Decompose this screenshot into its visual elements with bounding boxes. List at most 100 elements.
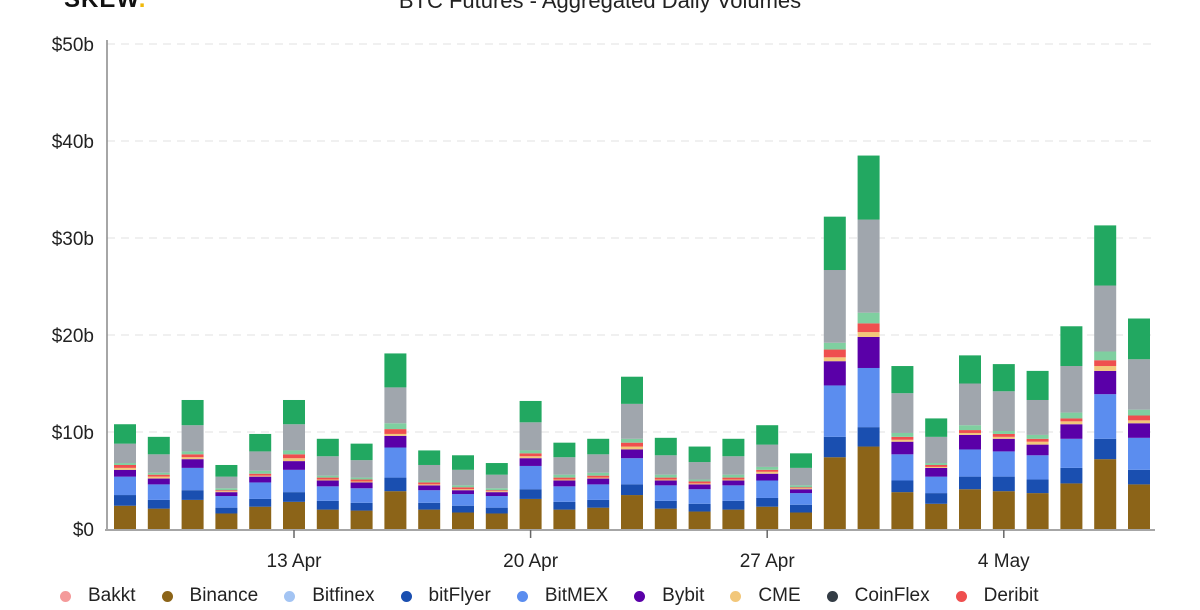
legend-item-cme[interactable]: CME bbox=[730, 585, 801, 607]
bar-segment-cme bbox=[1026, 441, 1049, 445]
legend-item-bitflyer[interactable]: bitFlyer bbox=[400, 585, 491, 607]
legend-marker-icon bbox=[284, 590, 296, 602]
bar-segment bbox=[722, 438, 745, 457]
bar-segment bbox=[891, 366, 914, 394]
bar-segment-cme bbox=[621, 446, 643, 450]
bar-segment bbox=[823, 270, 846, 343]
bar-segment bbox=[722, 474, 745, 478]
bar-segment-bitmex bbox=[992, 451, 1015, 477]
bar-segment-deribit bbox=[654, 477, 677, 480]
x-tick-label: 13 Apr bbox=[267, 551, 323, 572]
bar-segment-bitmex bbox=[621, 458, 643, 485]
bar-segment-bitmex bbox=[147, 484, 170, 500]
legend-item-coinflex[interactable]: CoinFlex bbox=[826, 585, 930, 607]
legend-item-bitfinex[interactable]: Bitfinex bbox=[284, 585, 375, 607]
bar-segment bbox=[215, 464, 238, 477]
bar-segment-cme bbox=[654, 479, 677, 481]
bar-segment bbox=[452, 455, 474, 470]
bar-segment-bybit bbox=[621, 449, 643, 459]
legend-item-bybit[interactable]: Bybit bbox=[634, 585, 704, 607]
bar-segment-deribit bbox=[215, 490, 238, 492]
bar-segment-deribit bbox=[959, 430, 981, 433]
legend-item-binance[interactable]: Binance bbox=[161, 585, 259, 607]
bar-segment-bitmex bbox=[384, 447, 407, 478]
bar-segment-bitmex bbox=[452, 494, 474, 506]
legend-marker-icon bbox=[516, 590, 528, 602]
legend-label: Binance bbox=[189, 585, 259, 606]
bar-segment bbox=[418, 464, 441, 481]
bar-segment-cme bbox=[688, 483, 711, 485]
bar-segment-deribit bbox=[384, 429, 407, 434]
bar-segment-bitmex bbox=[891, 454, 914, 481]
legend: Bakkt Binance Bitfinex bitFlyer BitMEX Bybit C… bbox=[60, 585, 1065, 607]
bar-segment-bitmex bbox=[553, 486, 576, 502]
bar-segment-bitflyer bbox=[925, 493, 948, 504]
bar-segment-binance bbox=[452, 512, 474, 529]
bar-segment-binance bbox=[688, 511, 711, 529]
bar-segment bbox=[1094, 285, 1117, 352]
bar-segment-binance bbox=[384, 491, 407, 529]
bar-segment bbox=[857, 219, 880, 313]
bar-segment bbox=[587, 454, 610, 473]
bar-segment-bitflyer bbox=[384, 477, 407, 492]
bar-segment bbox=[925, 436, 948, 464]
bar-segment-bitmex bbox=[823, 385, 846, 437]
bar-segment-bitflyer bbox=[418, 502, 441, 510]
bar-segment bbox=[553, 474, 576, 478]
bar-segment-deribit bbox=[722, 477, 745, 480]
bar-segment-deribit bbox=[181, 454, 204, 458]
bar-segment-bitmex bbox=[350, 488, 373, 503]
bar-segment bbox=[316, 475, 339, 478]
bar-segment-bitmex bbox=[1060, 438, 1083, 468]
bar-segment-cme bbox=[992, 436, 1015, 439]
bar-segment-bitflyer bbox=[722, 500, 745, 510]
bar-segment-bybit bbox=[1060, 424, 1083, 439]
bar-segment bbox=[485, 474, 508, 489]
bar-segment bbox=[283, 450, 305, 455]
bar-segment-binance bbox=[654, 508, 677, 529]
y-tick-label: $10b bbox=[52, 423, 94, 444]
bar-segment bbox=[925, 418, 948, 437]
legend-marker-icon bbox=[400, 590, 412, 602]
legend-label: Bakkt bbox=[88, 585, 136, 606]
legend-marker-icon bbox=[826, 590, 838, 602]
bar-segment-bybit bbox=[925, 467, 948, 477]
bar-segment bbox=[1094, 225, 1117, 286]
bar-segment-bybit bbox=[823, 361, 846, 386]
bar-segment bbox=[553, 457, 576, 475]
bar-segment-bitmex bbox=[519, 465, 542, 490]
bar-segment-binance bbox=[1060, 483, 1083, 529]
bar-segment bbox=[959, 383, 981, 426]
bar-segment-cme bbox=[959, 432, 981, 435]
bar-segment bbox=[1128, 359, 1150, 410]
bar-segment bbox=[215, 476, 238, 489]
bar-segment-bybit bbox=[891, 441, 914, 455]
bar-segment-bitflyer bbox=[114, 495, 136, 506]
bar-segment-cme bbox=[891, 439, 914, 442]
legend-item-deribit[interactable]: Deribit bbox=[955, 585, 1039, 607]
bar-segment-bitflyer bbox=[147, 499, 170, 509]
bar-segment bbox=[756, 466, 779, 470]
bar-segment bbox=[959, 355, 981, 384]
bar-segment-bybit bbox=[147, 478, 170, 485]
bar-segment-binance bbox=[147, 508, 170, 529]
bar-segment-binance bbox=[1094, 459, 1117, 529]
bar-segment-bybit bbox=[1026, 444, 1049, 456]
bar-segment bbox=[283, 424, 305, 451]
legend-item-bakkt[interactable]: Bakkt bbox=[60, 585, 136, 607]
bar-segment bbox=[181, 399, 204, 426]
bar-segment-deribit bbox=[992, 433, 1015, 437]
bar-segment-bitflyer bbox=[857, 427, 880, 447]
bar-segment bbox=[654, 455, 677, 475]
bar-segment bbox=[147, 472, 170, 475]
legend-marker-icon bbox=[60, 590, 71, 602]
bar-segment bbox=[452, 469, 474, 486]
bar-segment bbox=[519, 400, 542, 423]
bar-segment-bitflyer bbox=[553, 501, 576, 510]
bar-segment-deribit bbox=[452, 487, 474, 490]
bar-segment bbox=[350, 460, 373, 478]
legend-item-bitmex[interactable]: BitMEX bbox=[516, 585, 608, 607]
bar-segment-cme bbox=[283, 458, 305, 462]
bar-segment-bitflyer bbox=[992, 476, 1015, 492]
bar-segment bbox=[485, 463, 508, 475]
